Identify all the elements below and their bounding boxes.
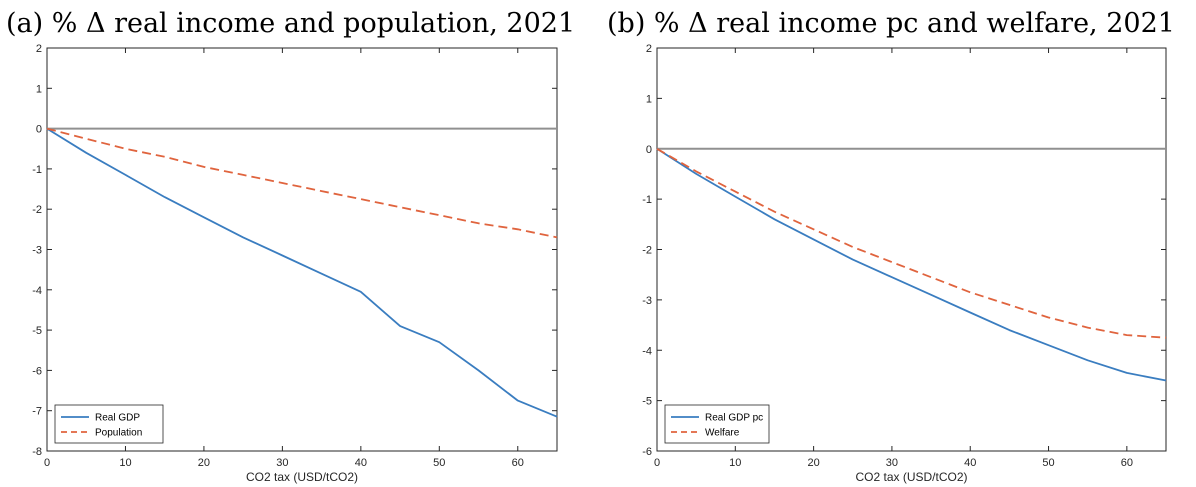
x-tick-label: 20 [807,457,819,469]
y-tick-label: -2 [642,245,652,257]
x-tick-label: 20 [198,457,210,469]
x-tick-label: 0 [44,457,50,469]
x-tick-label: 60 [512,457,524,469]
y-tick-label: -7 [32,406,42,418]
y-tick-label: 0 [36,124,42,136]
chart-b-title: (b) % Δ real income pc and welfare, 2021 [607,8,1175,39]
y-tick-label: -4 [642,345,652,357]
x-tick-label: 40 [964,457,976,469]
y-tick-label: -4 [32,285,42,297]
y-tick-label: -1 [32,164,42,176]
legend-box [664,404,770,444]
y-tick-label: -3 [642,295,652,307]
x-tick-label: 60 [1121,457,1133,469]
x-tick-label: 30 [886,457,898,469]
y-tick-label: 1 [646,93,652,105]
y-tick-label: -3 [32,245,42,257]
x-tick-label: 40 [355,457,367,469]
y-tick-label: -8 [32,446,42,458]
series-line-welfare [656,148,1167,339]
x-tick-label: 30 [276,457,288,469]
y-tick-label: -5 [642,396,652,408]
x-axis-label: CO2 tax (USD/tCO2) [855,470,967,484]
x-tick-label: 10 [729,457,741,469]
plot-area-a [46,47,558,452]
x-tick-label: 0 [654,457,660,469]
x-tick-label: 50 [1042,457,1054,469]
legend-label: Population [95,428,142,439]
chart-a-title: (a) % Δ real income and population, 2021 [6,8,576,39]
y-tick-label: -6 [32,365,42,377]
x-tick-label: 10 [119,457,131,469]
series-line-population [46,127,558,239]
y-tick-label: -6 [642,446,652,458]
series-line-real-gdp [46,127,558,418]
x-tick-label: 50 [433,457,445,469]
y-tick-label: -2 [32,204,42,216]
legend-label: Welfare [705,428,740,439]
y-tick-label: 1 [36,83,42,95]
y-tick-label: 2 [36,43,42,55]
legend-label: Real GDP [95,413,140,424]
y-tick-label: -1 [642,194,652,206]
x-axis-label: CO2 tax (USD/tCO2) [246,470,358,484]
y-tick-label: -5 [32,325,42,337]
legend-box [54,404,164,444]
plot-area-b [656,47,1167,452]
y-tick-label: 0 [646,144,652,156]
legend-label: Real GDP pc [705,413,763,424]
y-tick-label: 2 [646,43,652,55]
series-line-real-gdp-pc [656,148,1167,382]
